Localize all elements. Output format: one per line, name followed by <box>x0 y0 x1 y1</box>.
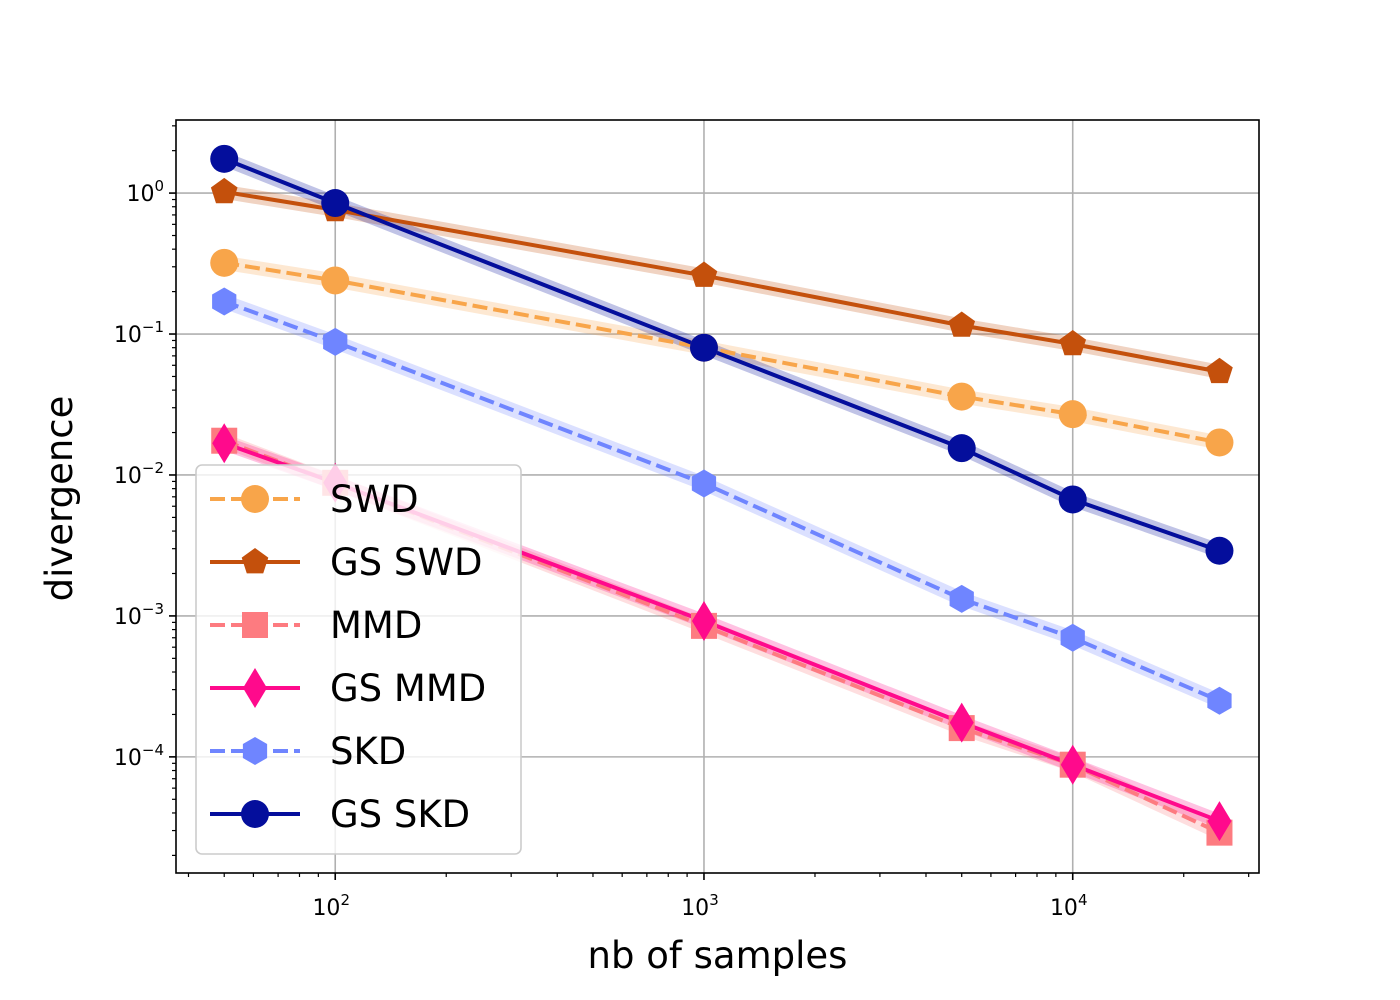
skd-point <box>1060 623 1085 652</box>
legend-skd-marker <box>242 737 268 765</box>
gs-skd-point <box>947 434 976 463</box>
x-tick-label: 104 <box>1050 891 1088 921</box>
gs-skd-point <box>1205 536 1234 565</box>
skd-point <box>323 327 348 356</box>
gs-skd-line <box>223 156 1221 553</box>
y-tick-label: 10−4 <box>114 741 164 771</box>
skd-line <box>223 299 1221 703</box>
legend-gs-mmd-marker <box>243 668 267 708</box>
x-axis-title: nb of samples <box>588 934 848 977</box>
legend-swd-marker <box>241 485 269 513</box>
gs-mmd-point <box>691 601 716 642</box>
legend-skd-label: SKD <box>330 730 406 773</box>
x-tick-label: 102 <box>312 891 350 921</box>
gs-skd-point <box>321 189 350 218</box>
skd-point <box>949 584 974 613</box>
axis-ticks: 102 103 104 100 10−1 10−2 10−3 10−4 <box>114 125 1250 921</box>
swd-point <box>1205 428 1234 457</box>
gs-swd-line <box>223 189 1220 374</box>
y-tick-label: 10−3 <box>114 600 164 630</box>
legend-gs-skd-marker <box>241 800 269 828</box>
x-tick-label: 103 <box>681 891 719 921</box>
legend-mmd-label: MMD <box>330 604 422 647</box>
y-tick-label: 10−1 <box>114 318 164 348</box>
gs-swd-point <box>690 261 718 287</box>
gs-mmd-point <box>212 423 237 464</box>
y-tick-label: 100 <box>126 177 164 207</box>
gs-swd-point <box>948 311 976 337</box>
y-tick-label: 10−2 <box>114 459 164 489</box>
legend-swd-label: SWD <box>330 478 419 521</box>
gs-mmd-point <box>1060 744 1085 785</box>
swd-point <box>947 382 976 411</box>
gs-mmd-point <box>1207 801 1232 842</box>
swd-point <box>321 266 350 295</box>
legend-gs-swd-marker <box>241 548 269 574</box>
swd-line <box>223 260 1220 445</box>
legend-gs-mmd-label: GS MMD <box>330 667 486 710</box>
skd-point <box>212 287 237 316</box>
gs-swd-point <box>1059 329 1087 356</box>
legend: SWD GS SWD MMD GS MMD SKD GS SKD <box>195 464 522 855</box>
swd-point <box>1058 400 1087 429</box>
skd-point <box>691 469 717 498</box>
skd-point <box>1207 686 1232 715</box>
gs-skd-point <box>210 144 239 173</box>
gs-swd-point <box>210 177 238 204</box>
y-axis-title: divergence <box>38 396 81 602</box>
gs-skd-point <box>1058 485 1087 514</box>
legend-gs-skd-label: GS SKD <box>330 793 470 836</box>
swd-point <box>210 248 239 277</box>
gs-mmd-point <box>949 702 974 743</box>
gs-swd-point <box>1206 357 1233 384</box>
legend-mmd-marker <box>242 612 268 638</box>
gs-skd-point <box>689 333 718 362</box>
legend-gs-swd-label: GS SWD <box>330 541 482 584</box>
